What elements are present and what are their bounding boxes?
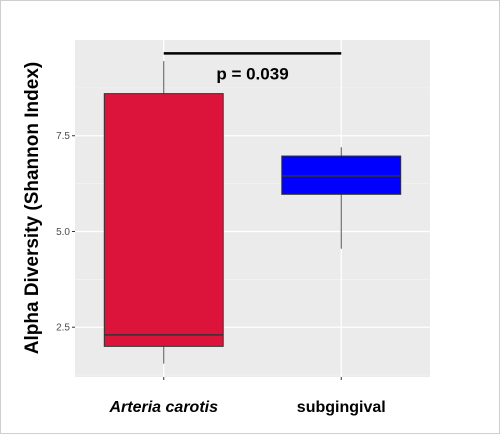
x-category-label: Arteria carotis: [109, 399, 219, 416]
x-category-label: subgingival: [297, 399, 386, 416]
p-value-label: p = 0.039: [216, 64, 288, 83]
box-1: [103, 93, 224, 347]
y-tick-label: 2.5: [56, 323, 70, 334]
y-axis-title: Alpha Diversity (Shannon Index): [22, 62, 43, 354]
x-axis-categories: Arteria carotis subgingival: [109, 377, 386, 416]
boxes: [103, 61, 402, 364]
significance-annotation: p = 0.039: [163, 52, 342, 83]
y-tick-label: 7.5: [56, 131, 70, 142]
y-tick-label: 5.0: [56, 227, 70, 238]
y-axis-ticks: 2.5 5.0 7.5: [56, 131, 75, 334]
box-2: [281, 155, 402, 195]
